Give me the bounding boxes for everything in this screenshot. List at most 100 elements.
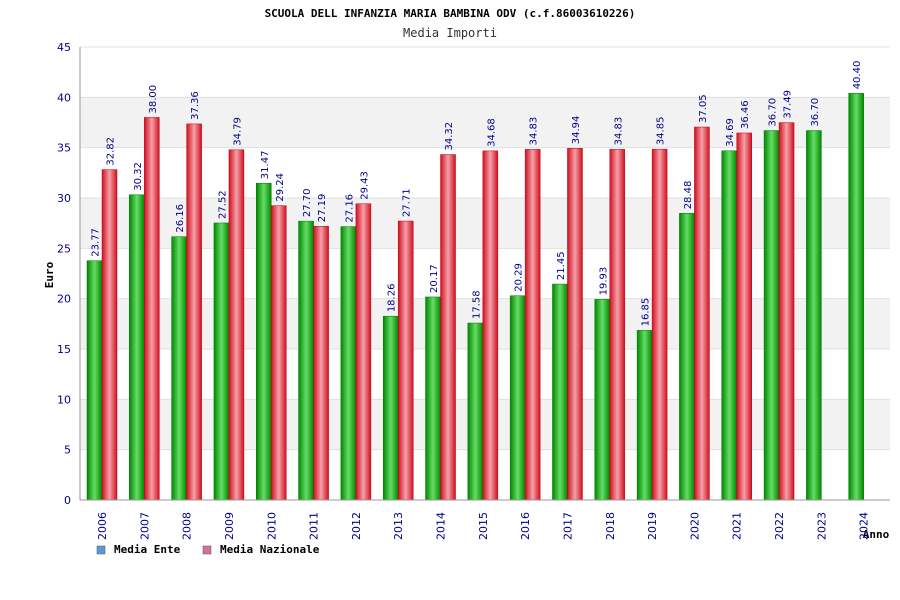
bar-media-ente-2018 <box>594 299 611 501</box>
value-label: 27.70 <box>302 189 313 218</box>
value-label: 32.82 <box>106 137 117 166</box>
bar-media-nazionale-2010 <box>271 205 287 501</box>
x-axis-ticks: 2006 2007 2008 2009 2010 2011 2012 2013 2014 2015… <box>96 512 871 540</box>
y-tick-label: 45 <box>57 41 71 54</box>
bar-media-ente-2020 <box>679 213 695 501</box>
legend-item-media-ente[interactable]: Media Ente <box>96 543 181 556</box>
value-label: 17.58 <box>471 290 482 319</box>
value-label: 23.77 <box>91 228 102 257</box>
x-tick-label: 2006 <box>96 512 109 540</box>
bar-media-nazionale-2008 <box>186 123 202 501</box>
bar-media-nazionale-2019 <box>651 148 668 501</box>
y-tick-label: 20 <box>57 293 71 306</box>
x-tick-label: 2010 <box>265 512 278 540</box>
value-label: 26.16 <box>175 204 186 233</box>
bar-media-nazionale-2020 <box>694 126 710 501</box>
chart-subtitle: Media Importi <box>403 26 497 40</box>
y-tick-label: 30 <box>57 192 71 205</box>
bar-media-ente-2017 <box>552 283 568 501</box>
y-tick-label: 35 <box>57 142 71 155</box>
value-label: 37.49 <box>783 90 794 119</box>
bar-media-ente-2021 <box>721 150 737 501</box>
bar-media-ente-2024 <box>848 93 864 501</box>
legend-swatch-media-nazionale <box>202 545 212 555</box>
x-tick-label: 2023 <box>815 512 828 540</box>
legend-label-media-ente: Media Ente <box>114 543 181 556</box>
y-tick-label: 40 <box>57 91 71 104</box>
bar-media-ente-2022 <box>763 130 780 501</box>
legend-item-media-nazionale[interactable]: Media Nazionale <box>202 543 320 556</box>
value-label: 38.00 <box>148 85 159 114</box>
y-axis-ticks: 0 5 10 15 20 25 30 35 40 45 <box>57 41 71 507</box>
bars <box>86 93 864 501</box>
bar-media-nazionale-2014 <box>440 154 456 501</box>
value-label: 30.32 <box>133 162 144 191</box>
value-label: 18.26 <box>387 284 398 313</box>
bar-media-ente-2011 <box>298 220 314 501</box>
y-tick-label: 15 <box>57 343 71 356</box>
x-tick-label: 2022 <box>773 512 786 540</box>
value-label: 34.94 <box>571 116 582 145</box>
value-label: 34.85 <box>656 117 667 146</box>
bar-media-nazionale-2009 <box>228 149 245 501</box>
bar-media-ente-2009 <box>213 222 230 501</box>
x-tick-label: 2018 <box>604 512 617 540</box>
value-label: 40.40 <box>852 61 863 90</box>
bar-media-ente-2010 <box>256 182 272 501</box>
value-label: 34.32 <box>444 122 455 151</box>
grid-band <box>80 97 890 148</box>
value-label: 27.16 <box>344 194 355 223</box>
value-label: 28.48 <box>683 181 694 210</box>
x-tick-label: 2012 <box>350 512 363 540</box>
bar-media-nazionale-2012 <box>355 203 372 501</box>
value-label: 20.29 <box>514 263 525 292</box>
x-tick-label: 2020 <box>688 512 701 540</box>
x-tick-label: 2017 <box>561 512 574 540</box>
x-tick-label: 2021 <box>731 512 744 540</box>
value-label: 36.46 <box>740 100 751 129</box>
bar-media-ente-2013 <box>382 315 399 501</box>
value-label: 34.69 <box>725 118 736 147</box>
value-label: 37.36 <box>190 91 201 120</box>
x-tick-label: 2013 <box>392 512 405 540</box>
bar-media-nazionale-2021 <box>736 132 752 501</box>
bar-media-nazionale-2011 <box>313 226 329 501</box>
bar-media-ente-2012 <box>340 226 357 501</box>
bar-media-ente-2006 <box>86 260 103 501</box>
chart-title: SCUOLA DELL INFANZIA MARIA BAMBINA ODV (… <box>265 7 636 20</box>
bar-media-nazionale-2017 <box>567 148 583 501</box>
x-tick-label: 2016 <box>519 512 532 540</box>
value-label: 34.83 <box>613 117 624 146</box>
x-tick-label: 2008 <box>181 512 194 540</box>
value-label: 37.05 <box>698 94 709 123</box>
y-tick-label: 5 <box>64 444 71 457</box>
legend-swatch-media-ente <box>96 545 106 555</box>
value-label: 34.83 <box>529 117 540 146</box>
value-label: 27.19 <box>317 194 328 223</box>
bar-media-nazionale-2018 <box>609 149 626 501</box>
bar-media-nazionale-2007 <box>144 117 160 501</box>
bar-media-ente-2016 <box>509 295 526 501</box>
y-axis-label: Euro <box>43 261 56 288</box>
x-tick-label: 2015 <box>477 512 490 540</box>
bar-media-ente-2008 <box>171 236 187 501</box>
value-label: 34.68 <box>486 118 497 147</box>
value-label: 29.24 <box>275 173 286 202</box>
x-tick-label: 2014 <box>435 512 448 540</box>
x-tick-label: 2007 <box>138 512 151 540</box>
legend-label-media-nazionale: Media Nazionale <box>220 543 320 556</box>
bar-media-ente-2023 <box>806 130 822 501</box>
bar-media-ente-2014 <box>425 296 441 501</box>
bar-media-nazionale-2015 <box>482 150 499 501</box>
value-labels: 23.77 32.82 30.32 38.00 26.16 37.36 27.52 34.79… <box>91 61 864 327</box>
legend: Media Ente Media Nazionale <box>96 543 320 556</box>
x-tick-label: 2024 <box>858 512 871 540</box>
value-label: 27.71 <box>402 188 413 217</box>
value-label: 36.70 <box>810 98 821 127</box>
y-tick-label: 0 <box>64 494 71 507</box>
value-label: 19.93 <box>598 267 609 296</box>
x-tick-label: 2011 <box>308 512 321 540</box>
value-label: 29.43 <box>359 171 370 200</box>
value-label: 34.79 <box>232 117 243 146</box>
